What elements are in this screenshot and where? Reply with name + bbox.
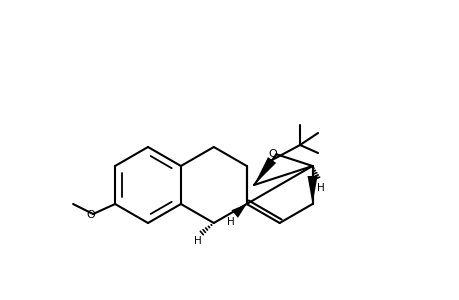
Text: H: H [194, 236, 201, 246]
Text: H: H [226, 217, 234, 227]
Polygon shape [231, 204, 246, 218]
Polygon shape [253, 157, 275, 185]
Text: H: H [316, 183, 324, 193]
Text: O: O [87, 210, 95, 220]
Text: O: O [268, 149, 277, 159]
Polygon shape [307, 176, 317, 204]
